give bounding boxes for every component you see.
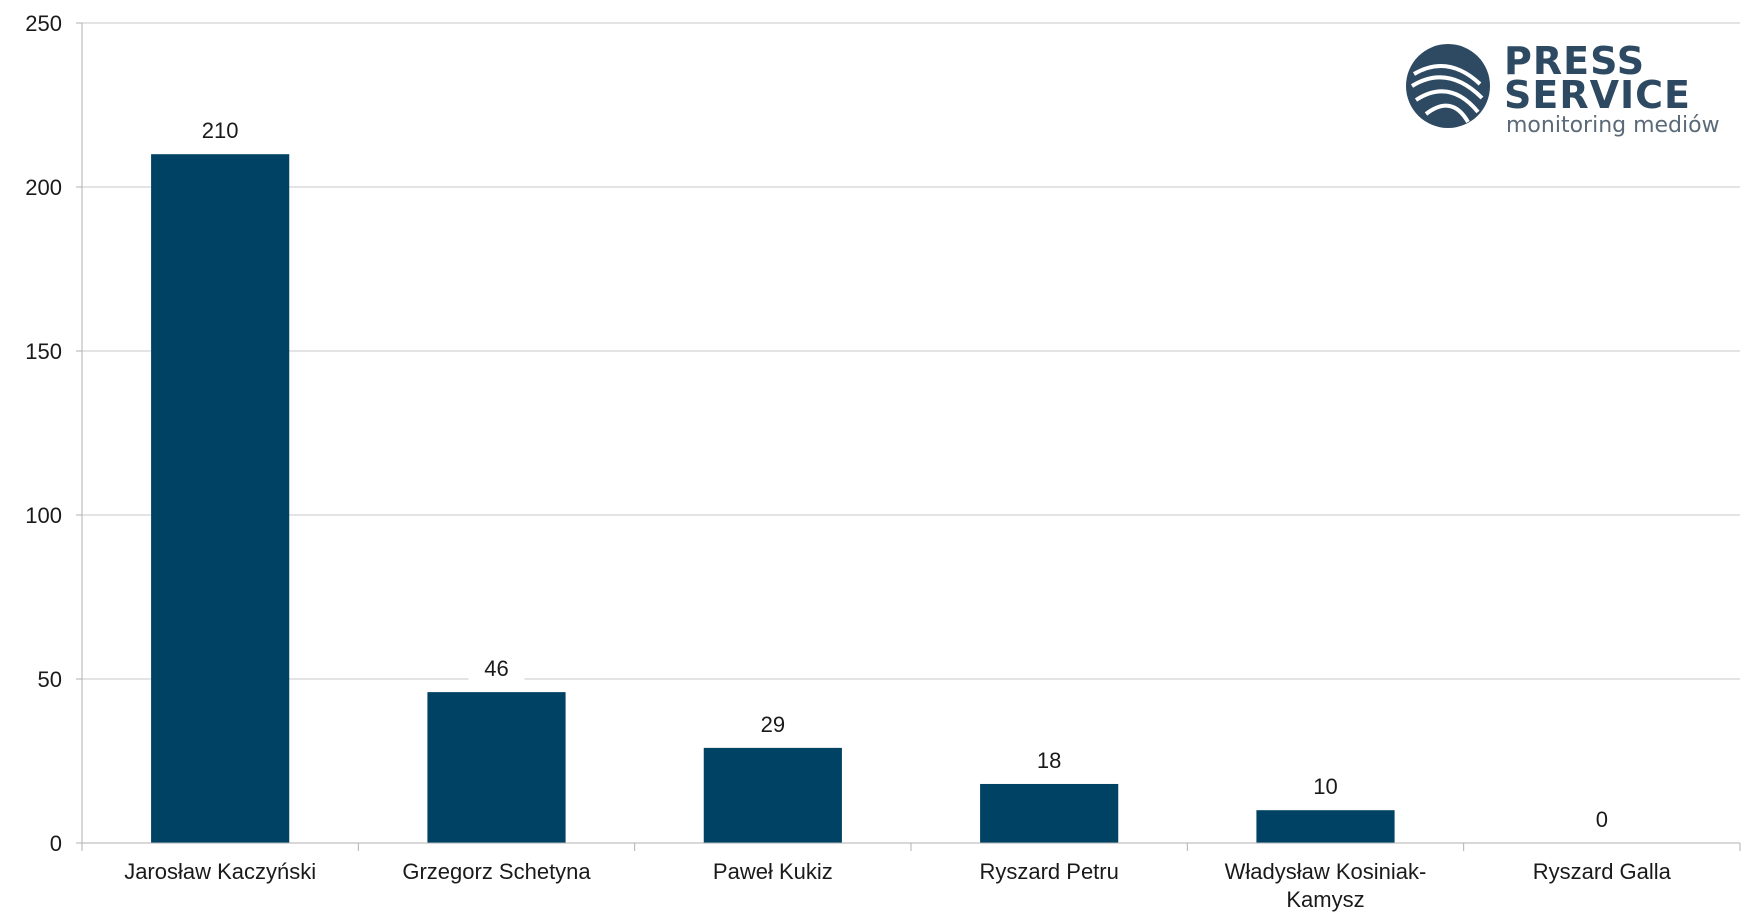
x-category-label: Ryszard Galla <box>1533 859 1672 884</box>
data-label-background <box>1021 743 1078 774</box>
data-label-background <box>744 707 801 738</box>
x-category-label: Kamysz <box>1286 887 1364 912</box>
y-tick-label: 0 <box>50 831 62 856</box>
data-label: 10 <box>1313 774 1337 799</box>
gridlines <box>82 22 1740 680</box>
bar <box>151 154 290 843</box>
data-label-background <box>192 114 249 145</box>
bar <box>980 783 1119 843</box>
data-label: 210 <box>202 118 239 143</box>
logo-line1: PRESS <box>1504 39 1645 83</box>
data-label-background <box>1573 803 1630 833</box>
bar <box>703 747 842 843</box>
logo-swirl-icon <box>1406 44 1490 128</box>
logo-swirl-stroke <box>1410 75 1484 100</box>
y-tick-label: 200 <box>25 175 62 200</box>
bar <box>1256 810 1395 843</box>
data-label: 29 <box>761 712 785 737</box>
logo-tagline: monitoring mediów <box>1506 113 1720 138</box>
x-category-label: Władysław Kosiniak- <box>1225 859 1427 884</box>
data-label: 18 <box>1037 748 1061 773</box>
logo-line2: SERVICE <box>1504 73 1691 117</box>
y-tick-label: 100 <box>25 503 62 528</box>
x-axis-categories: Jarosław Kaczyński Grzegorz Schetyna Paweł… <box>124 859 1671 912</box>
logo-swirl-stroke <box>1414 89 1480 114</box>
logo-swirl-stroke <box>1424 103 1470 124</box>
x-category-label: Paweł Kukiz <box>713 859 833 884</box>
data-label: 46 <box>484 656 508 681</box>
press-service-logo: PRESS SERVICE monitoring mediów <box>1390 34 1750 144</box>
data-label: 0 <box>1596 807 1608 832</box>
bars <box>151 154 1395 843</box>
y-tick-label: 250 <box>25 11 62 36</box>
data-labels: 210 46 29 18 10 0 <box>192 114 1630 833</box>
y-tick-label: 150 <box>25 339 62 364</box>
logo-swirl-stroke <box>1412 64 1482 86</box>
x-category-label: Ryszard Petru <box>979 859 1118 884</box>
y-tick-label: 50 <box>38 667 62 692</box>
data-label-background <box>1297 770 1354 801</box>
data-label-background <box>468 652 525 683</box>
x-category-label: Jarosław Kaczyński <box>124 859 316 884</box>
x-category-label: Grzegorz Schetyna <box>402 859 591 884</box>
bar <box>427 692 566 843</box>
